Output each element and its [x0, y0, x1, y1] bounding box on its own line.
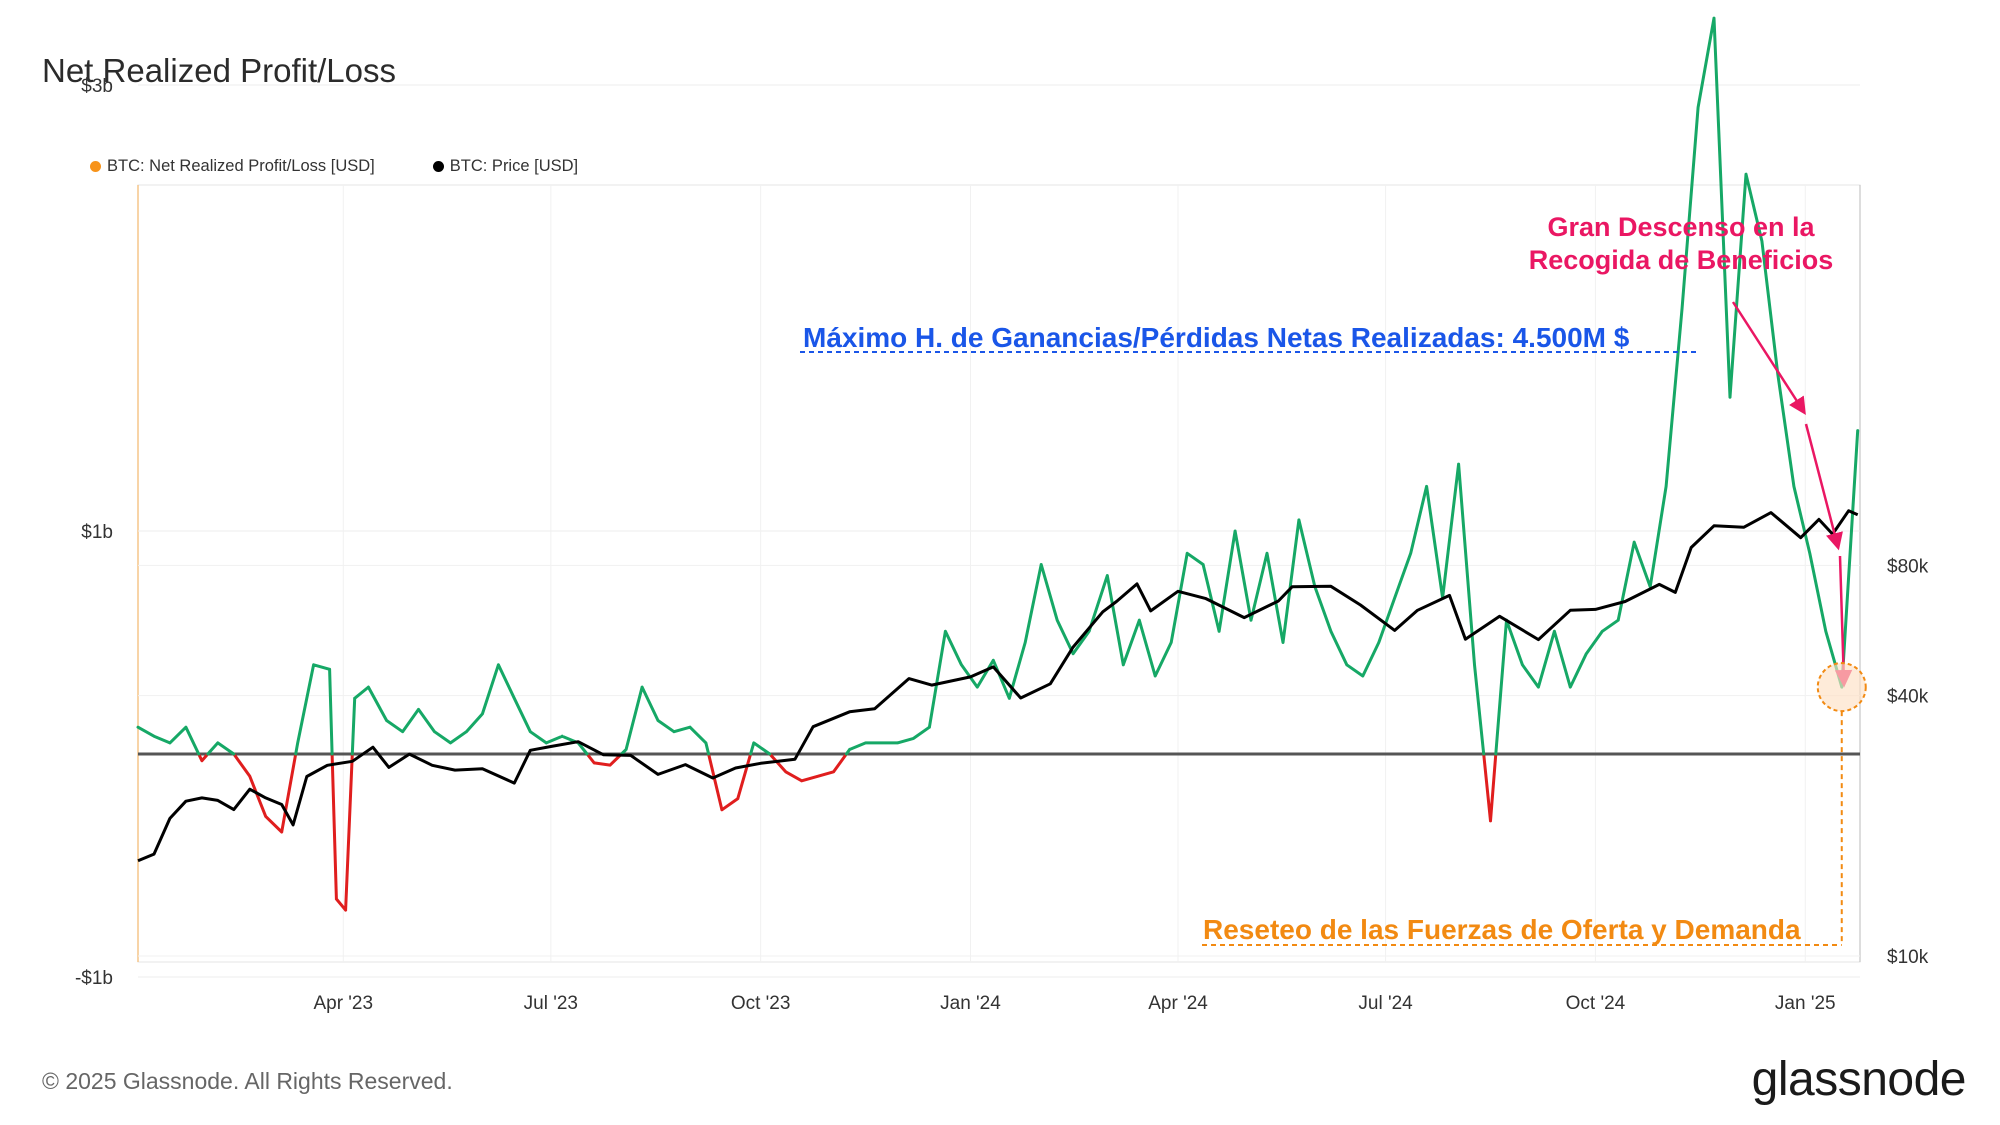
legend-item-price[interactable]: BTC: Price [USD]	[432, 157, 579, 176]
x-tick-label: Apr '24	[1148, 993, 1208, 1014]
price-line	[137, 509, 1859, 863]
reset-marker	[1816, 662, 1867, 713]
x-tick-label: Oct '23	[731, 993, 791, 1014]
x-tick-label: Jan '24	[940, 993, 1001, 1014]
chart-legend: BTC: Net Realized Profit/Loss [USD] BTC:…	[90, 157, 578, 176]
legend-swatch-nrpl	[90, 161, 101, 172]
drop-arrow	[1731, 301, 1806, 415]
grid-lines	[137, 84, 1861, 978]
ath-annotation-label: Máximo H. de Ganancias/Pérdidas Netas Re…	[803, 322, 1630, 353]
y-left-tick-label: -$1b	[75, 968, 113, 989]
drop-arrow	[1804, 423, 1843, 551]
x-tick-label: Jul '24	[1358, 993, 1413, 1014]
page-title: Net Realized Profit/Loss	[42, 52, 396, 89]
legend-swatch-price	[432, 161, 444, 172]
x-tick-label: Apr '23	[313, 993, 373, 1014]
y-right-tick-label: $80k	[1887, 556, 1929, 577]
y-right-tick-label: $40k	[1887, 687, 1929, 708]
legend-label-price: BTC: Price [USD]	[449, 157, 579, 175]
x-tick-label: Oct '24	[1566, 993, 1626, 1014]
nrpl-profit-line	[136, 16, 1860, 756]
glassnode-logo: glassnode	[1751, 1053, 1967, 1106]
legend-label-nrpl: BTC: Net Realized Profit/Loss [USD]	[107, 157, 375, 175]
nrpl-loss-line	[197, 752, 1498, 912]
reset-annotation-label: Reseteo de las Fuerzas de Oferta y Deman…	[1203, 914, 1801, 945]
legend-item-nrpl[interactable]: BTC: Net Realized Profit/Loss [USD]	[90, 157, 375, 176]
drop-annotation-line1: Gran Descenso en la	[1547, 212, 1815, 242]
x-tick-label: Jan '25	[1775, 993, 1836, 1014]
y-right-tick-label: $10k	[1887, 947, 1929, 968]
copyright-text: © 2025 Glassnode. All Rights Reserved.	[42, 1068, 453, 1094]
axes: Apr '23 Jul '23 Oct '23 Jan '24 Apr '24 Jul '…	[75, 76, 1929, 1014]
x-tick-label: Jul '23	[524, 993, 578, 1014]
annotations-layer: Máximo H. de Ganancias/Pérdidas Netas Re…	[800, 212, 1867, 946]
plot-frame	[137, 184, 1861, 963]
drop-annotation-line2: Recogida de Beneficios	[1529, 245, 1834, 275]
series-layer	[136, 16, 1860, 912]
y-left-tick-label: $1b	[81, 522, 113, 543]
y-left-tick-label: $3b	[81, 76, 113, 97]
